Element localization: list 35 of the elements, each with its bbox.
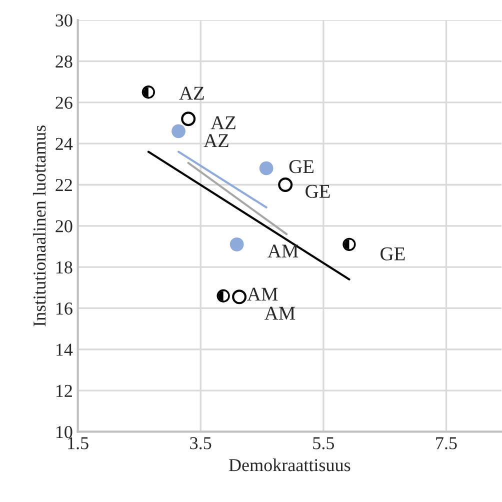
y-tick-label: 30 bbox=[56, 14, 72, 27]
y-tick-label: 20 bbox=[56, 220, 72, 232]
point bbox=[278, 177, 293, 192]
y-tick-label: 10 bbox=[56, 426, 72, 438]
y-axis-title: Institutionaalinen luottamus bbox=[32, 126, 46, 326]
y-tick-label: 24 bbox=[56, 138, 73, 150]
x-tick-label: 7.5 bbox=[436, 437, 457, 450]
y-tick-label: 26 bbox=[56, 96, 72, 109]
point bbox=[342, 238, 356, 252]
point bbox=[259, 161, 274, 176]
x-tick-label: 3.5 bbox=[190, 437, 212, 450]
annotation: AZ bbox=[179, 86, 204, 100]
annotation: GE bbox=[289, 160, 314, 174]
point bbox=[232, 290, 247, 304]
point bbox=[142, 86, 156, 99]
point bbox=[216, 289, 230, 302]
point bbox=[172, 124, 186, 138]
x-tick-label: 5.5 bbox=[313, 437, 334, 450]
y-tick-label: 28 bbox=[56, 56, 72, 68]
y-tick-label: 18 bbox=[56, 261, 72, 274]
y-tick-label: 14 bbox=[56, 344, 73, 356]
annotation: GE bbox=[306, 184, 330, 198]
annotation: GE bbox=[380, 247, 405, 260]
annotation: AM bbox=[247, 288, 278, 301]
y-tick-label: 22 bbox=[56, 179, 72, 191]
annotation: AZ bbox=[204, 134, 228, 148]
x-axis-title: Demokraattisuus bbox=[228, 458, 350, 472]
point bbox=[230, 237, 244, 252]
annotation: AZ bbox=[210, 116, 236, 130]
annotation: AM bbox=[264, 306, 296, 320]
x-tick-label: 1.5 bbox=[68, 437, 88, 450]
point bbox=[181, 112, 196, 126]
y-tick-label: 16 bbox=[56, 302, 72, 315]
annotation: AM bbox=[268, 244, 298, 258]
y-tick-label: 12 bbox=[56, 384, 72, 397]
